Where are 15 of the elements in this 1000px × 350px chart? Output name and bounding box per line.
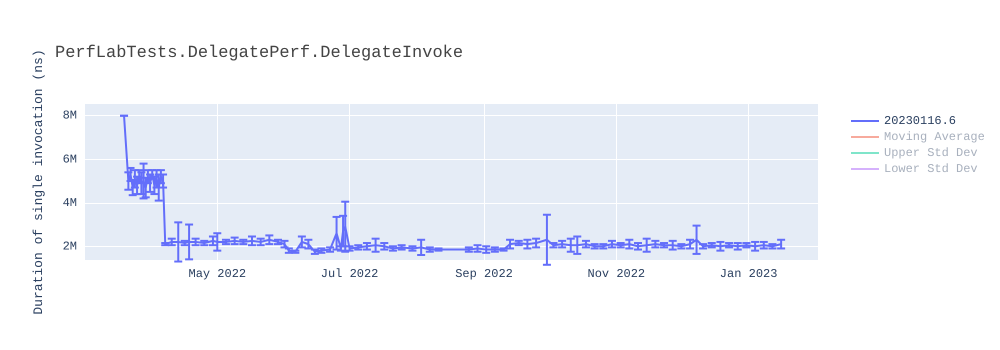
- y-tick-label: 8M: [62, 108, 77, 123]
- x-tick-label: Jul 2022: [320, 267, 378, 281]
- x-tick-label: Sep 2022: [455, 267, 513, 281]
- x-tick-label: May 2022: [188, 267, 246, 281]
- legend-label: Moving Average: [884, 130, 985, 144]
- chart-title: PerfLabTests.DelegatePerf.DelegateInvoke: [55, 44, 464, 63]
- legend-label: Lower Std Dev: [884, 162, 978, 176]
- y-axis-title: Duration of single invocation (ns): [31, 49, 46, 315]
- x-tick-label: Jan 2023: [720, 267, 778, 281]
- y-tick-label: 4M: [62, 196, 77, 210]
- x-tick-label: Nov 2022: [588, 267, 646, 281]
- y-tick-label: 6M: [62, 152, 77, 166]
- legend-label: 20230116.6: [884, 114, 956, 128]
- legend-label: Upper Std Dev: [884, 146, 978, 160]
- y-tick-label: 2M: [62, 239, 77, 254]
